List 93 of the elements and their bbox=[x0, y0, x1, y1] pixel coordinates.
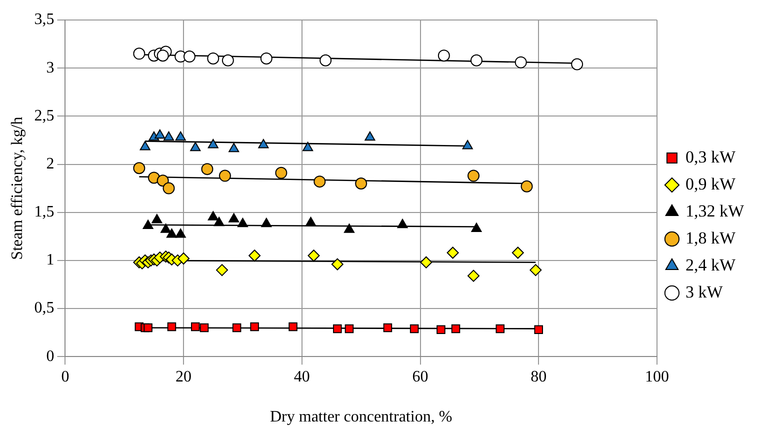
point bbox=[200, 323, 209, 332]
point bbox=[514, 56, 527, 68]
point bbox=[471, 222, 482, 232]
y-tick-label: 0,5 bbox=[34, 300, 54, 317]
point bbox=[160, 224, 172, 233]
legend-label: 3 kW bbox=[685, 282, 724, 302]
point bbox=[288, 322, 298, 332]
point bbox=[166, 228, 177, 238]
point bbox=[218, 170, 231, 182]
y-tick-label: 3,5 bbox=[34, 11, 54, 28]
point bbox=[250, 322, 259, 332]
point bbox=[302, 142, 314, 152]
point bbox=[344, 224, 355, 233]
point bbox=[306, 216, 316, 226]
point bbox=[520, 180, 533, 192]
point bbox=[260, 52, 272, 64]
point bbox=[261, 218, 272, 228]
x-tick-label: 80 bbox=[530, 368, 547, 386]
point bbox=[468, 270, 480, 282]
point bbox=[175, 131, 186, 141]
point bbox=[152, 214, 162, 224]
point bbox=[446, 246, 459, 259]
point bbox=[397, 218, 408, 228]
x-axis-title: Dry matter concentration, % bbox=[270, 408, 452, 426]
point bbox=[201, 163, 214, 176]
y-tick-label: 3 bbox=[46, 59, 54, 76]
point bbox=[133, 162, 146, 174]
legend-label: 0,9 kW bbox=[685, 174, 736, 194]
point bbox=[142, 220, 154, 230]
x-tick-label: 60 bbox=[412, 368, 428, 386]
point bbox=[314, 176, 326, 188]
point bbox=[436, 325, 446, 334]
y-tick-label: 1,5 bbox=[34, 204, 54, 221]
point bbox=[156, 50, 169, 62]
point bbox=[496, 324, 505, 334]
point bbox=[571, 58, 584, 70]
point bbox=[154, 129, 166, 139]
point bbox=[190, 322, 200, 332]
point bbox=[512, 246, 524, 259]
point bbox=[258, 139, 269, 148]
point bbox=[175, 228, 186, 238]
point bbox=[167, 322, 176, 332]
legend-label: 1,32 kW bbox=[685, 201, 745, 220]
legend-label: 1,8 kW bbox=[685, 228, 736, 248]
x-tick-label: 100 bbox=[644, 368, 669, 386]
point bbox=[178, 252, 190, 265]
point bbox=[237, 218, 248, 228]
x-tick-label: 0 bbox=[61, 368, 70, 386]
x-tick-label: 40 bbox=[294, 368, 310, 386]
point bbox=[183, 50, 196, 63]
y-tick-label: 2 bbox=[46, 155, 54, 172]
point bbox=[208, 211, 218, 220]
point bbox=[451, 324, 460, 334]
point bbox=[190, 142, 201, 152]
point bbox=[420, 256, 432, 268]
point bbox=[320, 54, 332, 66]
point bbox=[438, 50, 450, 62]
point bbox=[208, 139, 218, 148]
legend-label: 2,4 kW bbox=[685, 255, 736, 274]
point bbox=[156, 174, 169, 187]
point bbox=[462, 140, 473, 150]
point bbox=[228, 142, 240, 152]
legend-label: 0,3 kW bbox=[685, 147, 736, 166]
point bbox=[140, 140, 150, 150]
point bbox=[275, 166, 288, 179]
point bbox=[383, 323, 392, 332]
point bbox=[248, 250, 261, 262]
point bbox=[468, 170, 480, 182]
point bbox=[331, 258, 344, 270]
point bbox=[232, 323, 242, 332]
point bbox=[162, 182, 175, 194]
y-tick-label: 2,5 bbox=[34, 107, 54, 124]
point bbox=[344, 324, 354, 334]
point bbox=[228, 213, 240, 222]
point bbox=[364, 131, 376, 141]
point bbox=[530, 264, 542, 276]
point bbox=[207, 52, 220, 64]
point bbox=[214, 216, 224, 226]
point bbox=[355, 177, 368, 190]
point bbox=[144, 323, 152, 332]
x-tick-label: 20 bbox=[176, 368, 192, 386]
point bbox=[308, 250, 320, 262]
y-tick-label: 1 bbox=[46, 252, 54, 269]
point bbox=[163, 131, 174, 141]
point bbox=[333, 324, 342, 334]
point bbox=[534, 325, 543, 334]
y-tick-label: 0 bbox=[46, 348, 54, 365]
y-axis-title: Steam efficiency, kg/h bbox=[8, 116, 26, 260]
point bbox=[133, 48, 146, 60]
point bbox=[470, 54, 482, 66]
point bbox=[410, 324, 419, 334]
point bbox=[216, 264, 228, 276]
point bbox=[222, 54, 234, 66]
